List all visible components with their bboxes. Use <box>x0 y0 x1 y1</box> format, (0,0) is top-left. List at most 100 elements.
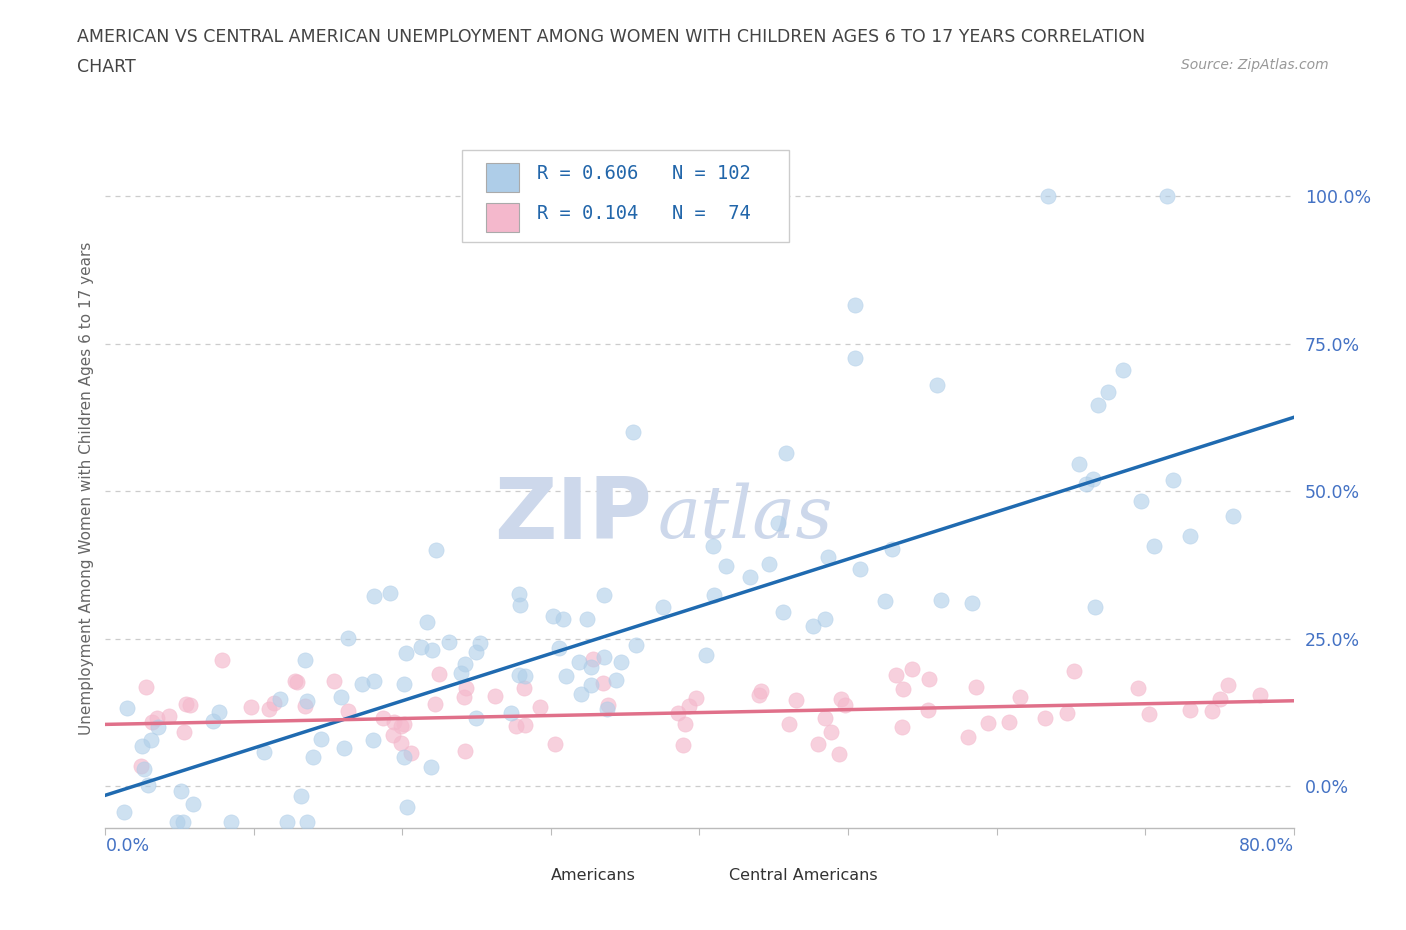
Point <box>1129 494 1152 509</box>
Point <box>666 705 689 720</box>
Point <box>427 667 450 682</box>
Point <box>875 594 897 609</box>
Point <box>420 643 443 658</box>
Point <box>294 652 316 667</box>
Point <box>593 649 616 664</box>
Point <box>672 737 695 752</box>
Point <box>253 744 276 759</box>
Point <box>378 586 401 601</box>
Point <box>844 351 866 365</box>
Point <box>678 698 700 713</box>
Point <box>135 680 157 695</box>
Point <box>464 711 486 725</box>
Point <box>454 680 477 695</box>
Point <box>529 700 551 715</box>
Point <box>738 569 761 584</box>
Point <box>592 675 614 690</box>
Point <box>749 684 772 698</box>
Point <box>454 657 477 671</box>
Point <box>285 674 308 689</box>
Point <box>785 693 807 708</box>
Point <box>807 736 830 751</box>
Text: R = 0.606   N = 102: R = 0.606 N = 102 <box>537 164 751 182</box>
Point <box>814 711 837 725</box>
Point <box>848 561 870 576</box>
Point <box>568 655 591 670</box>
Point <box>202 713 225 728</box>
Point <box>166 815 188 830</box>
Point <box>598 698 620 712</box>
Point <box>814 611 837 626</box>
Point <box>139 733 162 748</box>
Point <box>295 815 318 830</box>
Point <box>396 799 419 814</box>
Point <box>1126 681 1149 696</box>
Point <box>1201 703 1223 718</box>
Point <box>758 557 780 572</box>
Point <box>605 673 627 688</box>
Point <box>309 731 332 746</box>
Point <box>918 671 941 686</box>
Point <box>714 559 737 574</box>
FancyBboxPatch shape <box>485 203 519 232</box>
Point <box>499 705 522 720</box>
Point <box>392 676 415 691</box>
Point <box>927 378 949 392</box>
Point <box>276 815 298 830</box>
Point <box>294 698 316 713</box>
Point <box>332 740 354 755</box>
Point <box>117 700 139 715</box>
Point <box>173 724 195 739</box>
Point <box>284 674 307 689</box>
Point <box>1208 691 1230 706</box>
Point <box>901 661 924 676</box>
Point <box>508 587 530 602</box>
Point <box>830 692 852 707</box>
Point <box>891 720 914 735</box>
Point <box>179 698 201 713</box>
Point <box>508 667 530 682</box>
Point <box>576 611 599 626</box>
Point <box>548 641 571 656</box>
Point <box>621 425 644 440</box>
Point <box>651 600 673 615</box>
Point <box>425 543 447 558</box>
Point <box>1087 397 1109 412</box>
Point <box>1038 189 1060 204</box>
Point <box>290 789 312 804</box>
Point <box>1137 706 1160 721</box>
Point <box>513 717 536 732</box>
Point <box>1112 363 1135 378</box>
Point <box>363 673 385 688</box>
Point <box>515 669 537 684</box>
Point <box>1142 538 1164 553</box>
Point <box>437 634 460 649</box>
Point <box>1222 509 1244 524</box>
FancyBboxPatch shape <box>693 869 721 890</box>
Point <box>146 711 169 725</box>
Point <box>1161 472 1184 487</box>
Point <box>363 589 385 604</box>
Point <box>239 699 262 714</box>
Point <box>1056 705 1078 720</box>
Point <box>555 669 578 684</box>
Point <box>382 728 405 743</box>
Point <box>1081 472 1104 486</box>
Point <box>505 718 527 733</box>
Point <box>998 714 1021 729</box>
Point <box>329 690 352 705</box>
Point <box>399 746 422 761</box>
Point <box>673 717 696 732</box>
Point <box>392 716 415 731</box>
Point <box>172 815 194 830</box>
Point <box>685 691 707 706</box>
Point <box>1156 189 1178 204</box>
Text: Central Americans: Central Americans <box>730 868 877 883</box>
Point <box>595 701 617 716</box>
Point <box>544 737 567 751</box>
Point <box>1249 687 1271 702</box>
Point <box>768 515 790 530</box>
Point <box>513 680 536 695</box>
Point <box>425 697 447 711</box>
Point <box>624 638 647 653</box>
